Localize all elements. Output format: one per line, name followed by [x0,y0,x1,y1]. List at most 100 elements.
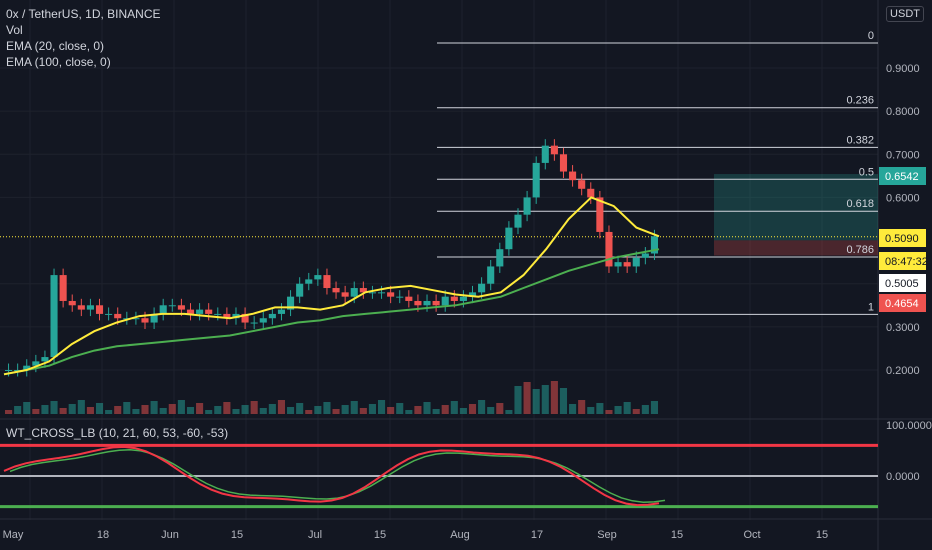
oscillator-title[interactable]: WT_CROSS_LB (10, 21, 60, 53, -60, -53) [6,426,229,440]
candle-body [468,292,477,297]
position-stop-zone [714,240,878,256]
candle-body [450,296,458,301]
price-tick-label: 0.6000 [886,192,920,204]
volume-bar [359,408,367,414]
volume-bar [505,410,513,414]
volume-bar [296,403,304,414]
volume-bar [587,407,595,414]
candle-body [86,305,94,310]
candle-body [186,309,195,314]
volume-bar [541,385,549,414]
fib-label-0: 0 [868,30,874,42]
volume-bar [141,405,149,414]
candle-body [623,262,631,267]
legend-ema20[interactable]: EMA (20, close, 0) [6,39,105,53]
volume-bar [287,407,295,414]
time-tick-label: Oct [743,529,760,541]
volume-bar [387,407,395,414]
candle-body [396,296,404,298]
legend-ema100[interactable]: EMA (100, close, 0) [6,55,111,69]
candle-body [223,313,231,319]
candle-body [496,249,504,267]
candle-body [68,300,76,306]
candle-body [250,322,258,324]
volume-bar [305,410,313,414]
candle-body [196,309,204,314]
fib-label-0-786: 0.786 [846,244,874,256]
price-badge [879,167,926,185]
candle-body [23,365,31,370]
volume-bar [650,401,658,414]
time-tick-label: Jul [308,529,322,541]
symbol-title[interactable]: 0x / TetherUS, 1D, BINANCE [6,7,161,21]
volume-bar [223,402,231,414]
candle-body [287,296,295,310]
volume-bar [569,404,577,414]
volume-bar [123,402,131,414]
volume-bar [214,406,222,414]
candle-body [32,361,40,366]
volume-bar [186,407,195,414]
volume-bar [250,401,258,414]
candle-body [323,275,331,289]
candle-body [368,292,376,294]
price-badge-label: 0.4654 [885,298,919,310]
candle-body [441,296,449,306]
price-badge-label: 0.5090 [885,233,919,245]
fib-label-1: 1 [868,301,874,313]
volume-bar [468,404,477,414]
volume-bar [86,407,94,414]
candle-body [5,370,13,371]
fib-label-0-618: 0.618 [846,198,874,210]
candle-body [650,236,658,254]
volume-bar [132,409,140,414]
volume-bar [150,401,158,414]
volume-bar [614,406,622,414]
volume-bar [177,400,185,414]
candle-body [214,313,222,315]
candle-body [532,162,540,198]
candle-body [350,288,358,297]
candle-body [559,154,568,172]
time-tick-label: 18 [97,529,109,541]
candle-body [241,313,249,323]
fib-label-0-382: 0.382 [846,134,874,146]
volume-bar [50,401,58,414]
candle-body [332,288,340,293]
volume-bar [441,405,449,414]
candle-body [587,188,595,198]
volume-bar [523,382,531,414]
candle-body [259,318,267,323]
candle-body [614,262,622,267]
legend-volume[interactable]: Vol [6,23,23,37]
volume-bar [241,405,249,414]
candle-body [141,318,149,323]
currency-button[interactable]: USDT [886,6,924,22]
volume-bar [196,403,204,414]
volume-bar [332,409,340,414]
volume-bar [68,404,76,414]
price-badge [879,274,926,292]
volume-bar [605,410,613,414]
time-tick-label: 15 [231,529,243,541]
price-tick-label: 0.7000 [886,149,920,161]
time-tick-label: Jun [161,529,179,541]
price-badge [879,294,926,312]
volume-bar [168,404,176,414]
osc-tick-label: 0.0000 [886,471,920,483]
volume-bar [578,400,586,414]
fib-label-0-236: 0.236 [846,95,874,107]
volume-bar [14,406,22,414]
volume-bar [478,400,486,414]
ema100-line [3,248,660,376]
volume-bar [405,410,413,414]
candle-body [414,300,422,306]
candle-body [505,227,513,250]
candle-body [277,309,286,314]
price-badge [879,252,926,270]
price-tick-label: 0.9000 [886,63,920,75]
osc-tick-label: 100.0000 [886,420,932,432]
volume-bar [105,410,113,414]
candle-body [541,145,549,163]
